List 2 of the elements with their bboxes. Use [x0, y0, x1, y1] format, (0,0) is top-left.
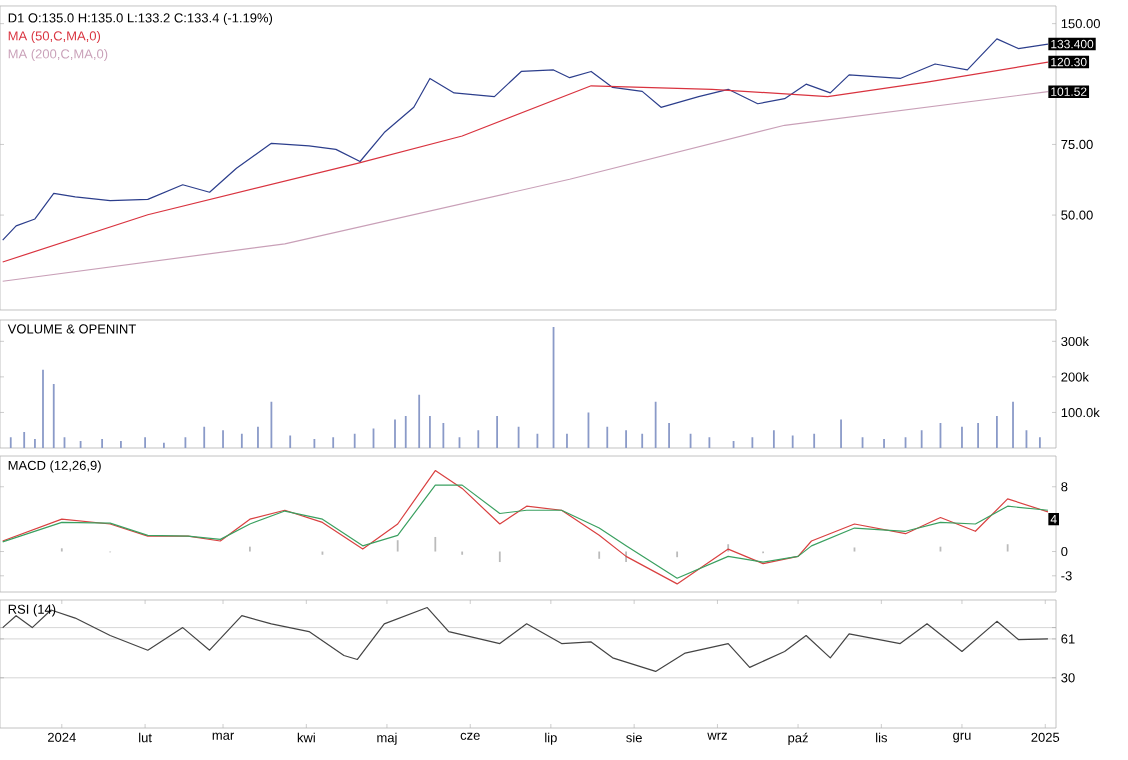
line-series: [2, 484, 1049, 579]
line-series: [2, 606, 1049, 672]
